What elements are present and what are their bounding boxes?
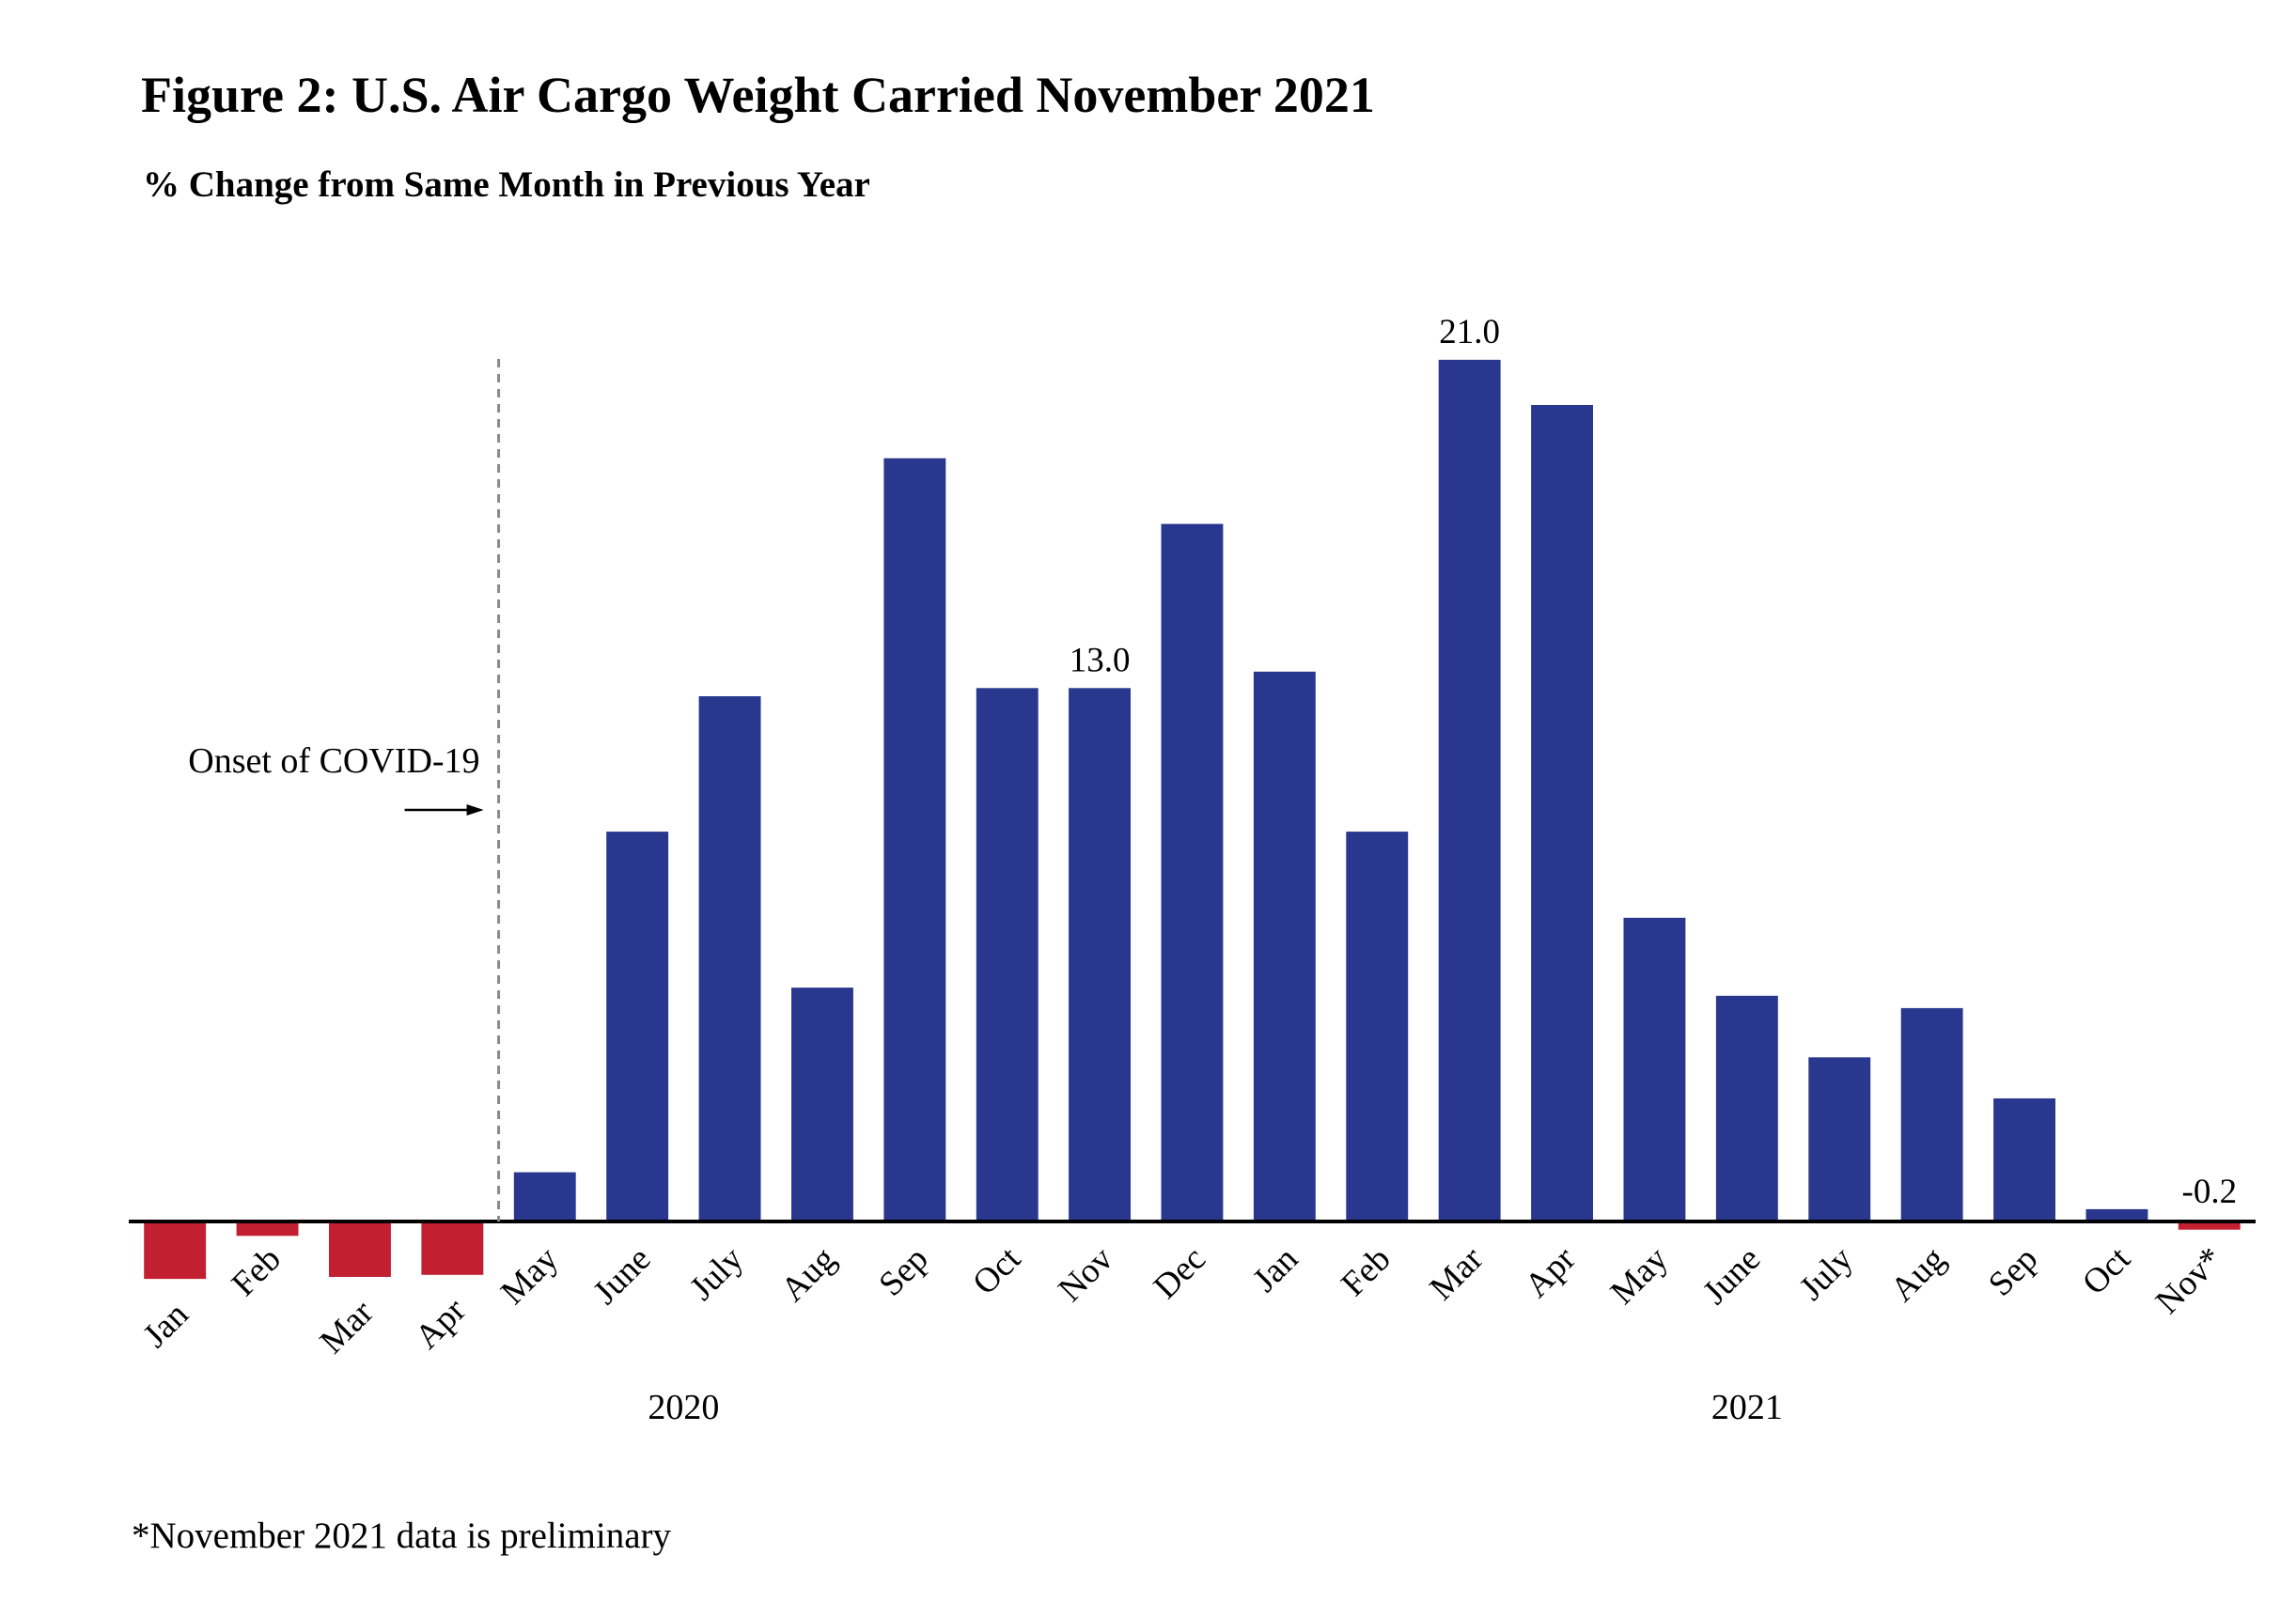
covid-arrow-icon xyxy=(404,804,484,816)
data-label-14: 21.0 xyxy=(1439,313,1500,351)
bar-9 xyxy=(976,688,1039,1221)
bar-0 xyxy=(144,1221,207,1280)
covid-onset-label: Onset of COVID-19 xyxy=(188,741,479,781)
x-tick-label-5: June xyxy=(586,1239,659,1312)
year-labels: 2020 2021 xyxy=(648,1388,1783,1427)
bar-13 xyxy=(1346,832,1409,1221)
bars-group xyxy=(144,359,2241,1280)
x-tick-label-7: Aug xyxy=(773,1239,843,1309)
x-tick-label-15: Apr xyxy=(1518,1239,1584,1305)
x-tick-label-9: Oct xyxy=(965,1239,1028,1302)
bar-21 xyxy=(2085,1208,2148,1221)
bar-8 xyxy=(883,458,946,1221)
bar-10 xyxy=(1069,688,1131,1221)
bar-7 xyxy=(791,988,853,1221)
x-tick-label-13: Feb xyxy=(1334,1239,1398,1303)
x-tick-label-2: Mar xyxy=(313,1293,382,1361)
bar-17 xyxy=(1715,995,1778,1221)
x-tick-label-21: Oct xyxy=(2075,1239,2138,1302)
x-tick-label-4: May xyxy=(493,1239,566,1312)
x-tick-label-8: Sep xyxy=(871,1239,935,1303)
bar-20 xyxy=(1993,1098,2055,1221)
chart-title: Figure 2: U.S. Air Cargo Weight Carried … xyxy=(141,67,1375,123)
x-tick-label-22: Nov* xyxy=(2148,1239,2230,1321)
data-label-22: -0.2 xyxy=(2182,1173,2238,1211)
year-label-1: 2021 xyxy=(1711,1388,1783,1427)
bar-12 xyxy=(1253,671,1316,1221)
data-label-10: 13.0 xyxy=(1070,641,1131,679)
x-tick-label-1: Feb xyxy=(225,1239,289,1303)
bar-4 xyxy=(513,1172,576,1221)
x-tick-label-11: Dec xyxy=(1147,1239,1213,1306)
footnote: *November 2021 data is preliminary xyxy=(132,1516,672,1556)
year-label-0: 2020 xyxy=(648,1388,719,1427)
x-tick-label-14: Mar xyxy=(1422,1239,1491,1308)
bar-15 xyxy=(1531,405,1593,1221)
x-tick-label-18: July xyxy=(1792,1239,1861,1308)
bar-11 xyxy=(1161,523,1224,1221)
bar-19 xyxy=(1900,1007,1963,1221)
chart-subtitle: % Change from Same Month in Previous Yea… xyxy=(143,164,870,205)
x-tick-label-19: Aug xyxy=(1883,1239,1953,1309)
bar-22 xyxy=(2178,1221,2241,1230)
x-tick-label-20: Sep xyxy=(1981,1239,2045,1303)
x-tick-label-10: Nov xyxy=(1051,1239,1120,1309)
bar-1 xyxy=(236,1221,299,1237)
x-tick-label-0: Jan xyxy=(136,1296,196,1356)
x-tick-label-12: Jan xyxy=(1245,1239,1305,1299)
bar-3 xyxy=(421,1221,484,1275)
x-tick-label-16: May xyxy=(1603,1239,1676,1312)
bar-5 xyxy=(606,832,669,1221)
x-tick-label-17: June xyxy=(1695,1239,1768,1312)
bar-16 xyxy=(1623,917,1686,1221)
data-labels: 13.0 21.0 -0.2 xyxy=(1070,313,2237,1211)
bar-14 xyxy=(1438,359,1501,1221)
bar-18 xyxy=(1808,1057,1871,1221)
x-tick-label-6: July xyxy=(682,1239,751,1308)
bar-2 xyxy=(329,1221,391,1277)
bar-6 xyxy=(698,696,761,1221)
x-tick-label-3: Apr xyxy=(408,1291,474,1357)
covid-arrow-head xyxy=(466,804,484,816)
